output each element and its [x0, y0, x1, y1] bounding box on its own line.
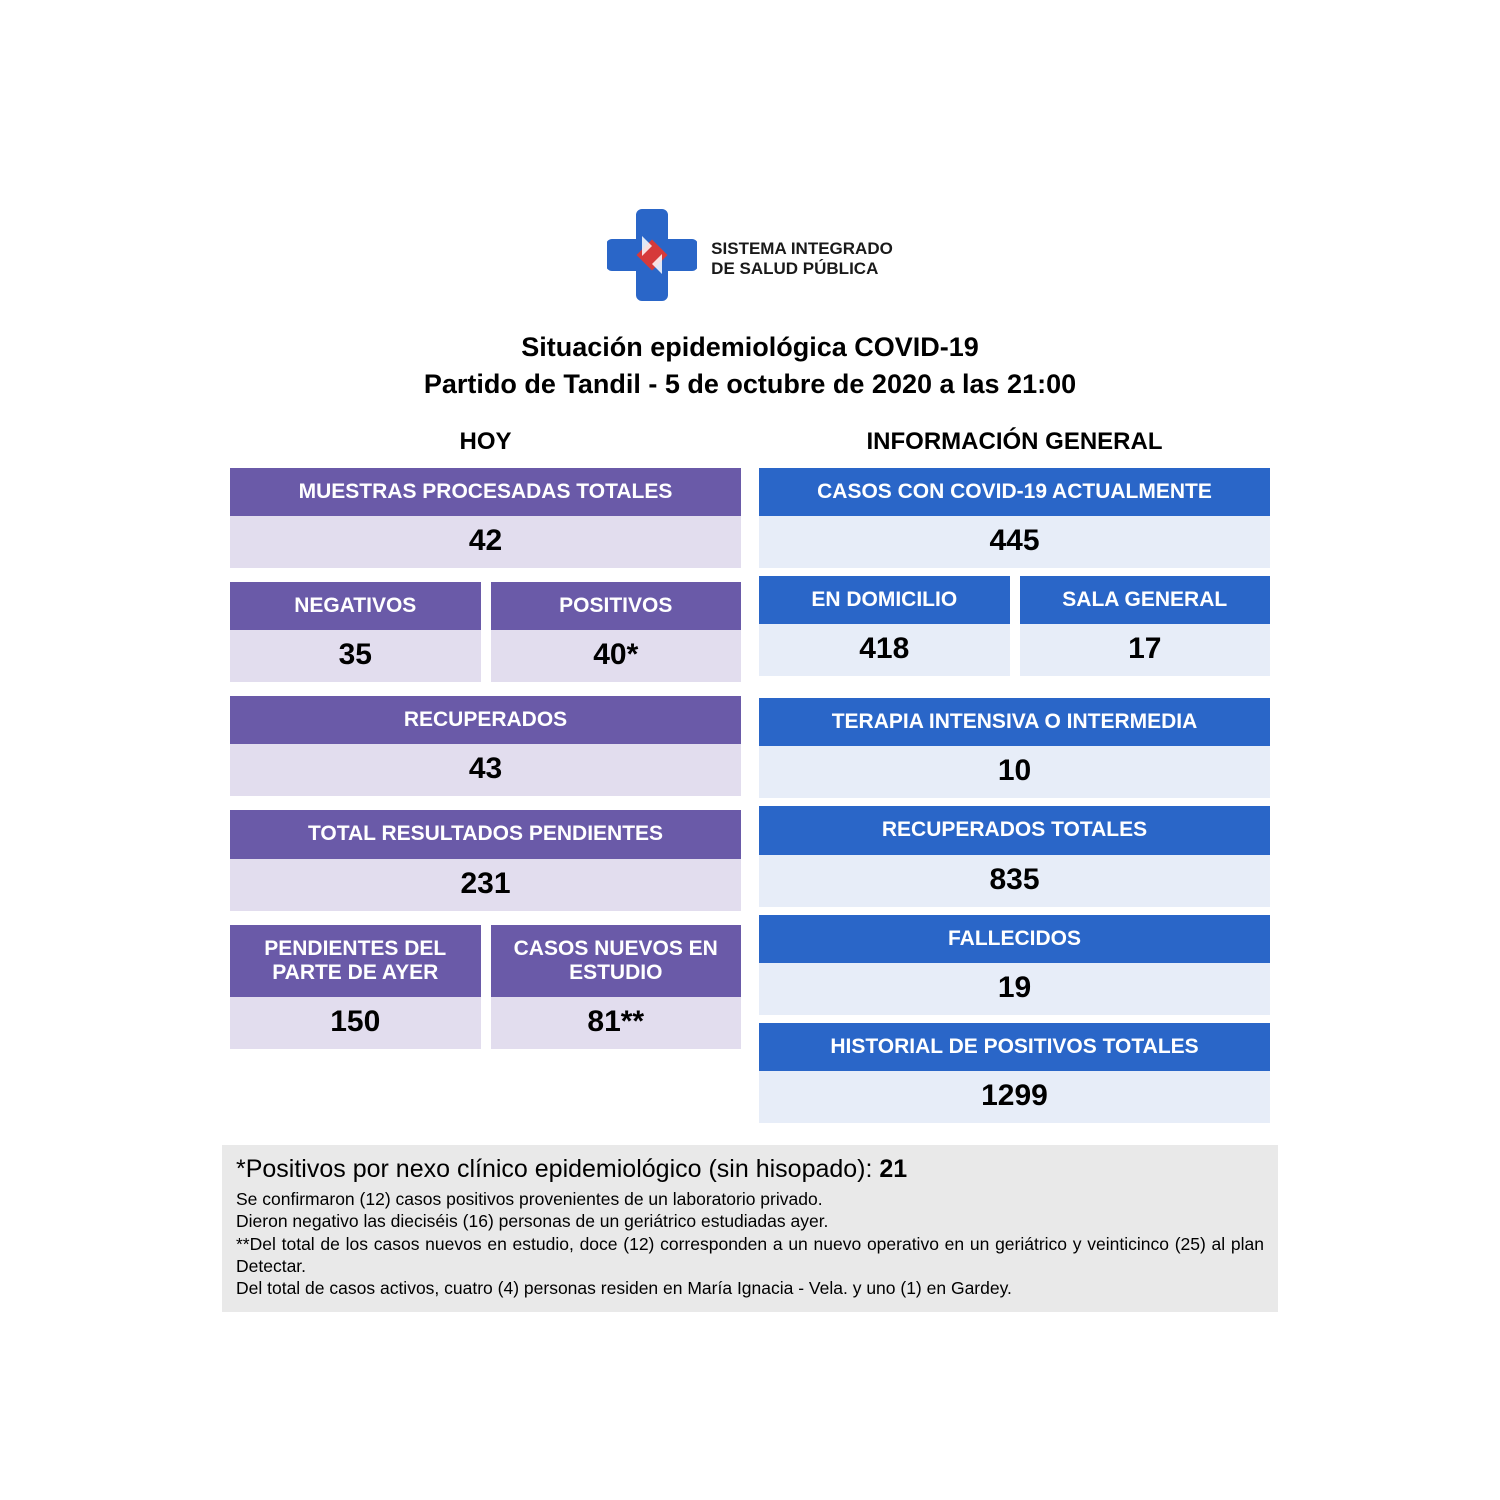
value-terapia: 10 [759, 746, 1270, 798]
card-actuales: CASOS CON COVID-19 ACTUALMENTE 445 [759, 468, 1270, 568]
value-pend-ayer: 150 [230, 997, 481, 1049]
label-recuperados: RECUPERADOS [230, 696, 741, 744]
value-pendientes: 231 [230, 859, 741, 911]
footnote-line2: Dieron negativo las dieciséis (16) perso… [236, 1210, 1264, 1232]
card-terapia: TERAPIA INTENSIVA O INTERMEDIA 10 [759, 698, 1270, 798]
label-sala: SALA GENERAL [1020, 576, 1271, 624]
label-negativos: NEGATIVOS [230, 582, 481, 630]
card-recuperados-tot: RECUPERADOS TOTALES 835 [759, 806, 1270, 906]
card-sala: SALA GENERAL 17 [1020, 576, 1271, 676]
value-actuales: 445 [759, 516, 1270, 568]
card-negativos: NEGATIVOS 35 [230, 582, 481, 682]
value-recuperados: 43 [230, 744, 741, 796]
columns: HOY MUESTRAS PROCESADAS TOTALES 42 NEGAT… [210, 422, 1290, 1131]
row-dom-sala: EN DOMICILIO 418 SALA GENERAL 17 [759, 576, 1270, 684]
label-actuales: CASOS CON COVID-19 ACTUALMENTE [759, 468, 1270, 516]
value-historial: 1299 [759, 1071, 1270, 1123]
label-domicilio: EN DOMICILIO [759, 576, 1010, 624]
label-muestras: MUESTRAS PROCESADAS TOTALES [230, 468, 741, 516]
value-recuperados-tot: 835 [759, 855, 1270, 907]
col-general-header: INFORMACIÓN GENERAL [759, 422, 1270, 468]
footnotes: *Positivos por nexo clínico epidemiológi… [222, 1145, 1278, 1312]
footnote-main-prefix: *Positivos por nexo clínico epidemiológi… [236, 1155, 879, 1183]
value-domicilio: 418 [759, 624, 1010, 676]
card-pend-ayer: PENDIENTES DEL PARTE DE AYER 150 [230, 925, 481, 1049]
label-historial: HISTORIAL DE POSITIVOS TOTALES [759, 1023, 1270, 1071]
value-negativos: 35 [230, 630, 481, 682]
value-nuevos: 81** [491, 997, 742, 1049]
title-line1: Situación epidemiológica COVID-19 [210, 329, 1290, 365]
header: SISTEMA INTEGRADO DE SALUD PÚBLICA [210, 188, 1290, 321]
card-historial: HISTORIAL DE POSITIVOS TOTALES 1299 [759, 1023, 1270, 1123]
label-nuevos: CASOS NUEVOS EN ESTUDIO [491, 925, 742, 997]
footnote-line1: Se confirmaron (12) casos positivos prov… [236, 1188, 1264, 1210]
footnote-main: *Positivos por nexo clínico epidemiológi… [236, 1155, 1264, 1184]
value-sala: 17 [1020, 624, 1271, 676]
value-positivos: 40* [491, 630, 742, 682]
card-nuevos: CASOS NUEVOS EN ESTUDIO 81** [491, 925, 742, 1049]
footnote-line3: **Del total de los casos nuevos en estud… [236, 1233, 1264, 1278]
card-domicilio: EN DOMICILIO 418 [759, 576, 1010, 676]
value-fallecidos: 19 [759, 963, 1270, 1015]
label-recuperados-tot: RECUPERADOS TOTALES [759, 806, 1270, 854]
card-recuperados: RECUPERADOS 43 [230, 696, 741, 796]
col-general: INFORMACIÓN GENERAL CASOS CON COVID-19 A… [759, 422, 1270, 1131]
footnote-line4: Del total de casos activos, cuatro (4) p… [236, 1277, 1264, 1299]
row-neg-pos: NEGATIVOS 35 POSITIVOS 40* [230, 582, 741, 682]
logo-icon [607, 206, 697, 311]
col-hoy-header: HOY [230, 422, 741, 468]
label-fallecidos: FALLECIDOS [759, 915, 1270, 963]
card-positivos: POSITIVOS 40* [491, 582, 742, 682]
report-page: SISTEMA INTEGRADO DE SALUD PÚBLICA Situa… [210, 188, 1290, 1312]
title-block: Situación epidemiológica COVID-19 Partid… [210, 321, 1290, 422]
row-pend-nuevos: PENDIENTES DEL PARTE DE AYER 150 CASOS N… [230, 925, 741, 1049]
card-fallecidos: FALLECIDOS 19 [759, 915, 1270, 1015]
label-pendientes: TOTAL RESULTADOS PENDIENTES [230, 810, 741, 858]
label-positivos: POSITIVOS [491, 582, 742, 630]
card-muestras: MUESTRAS PROCESADAS TOTALES 42 [230, 468, 741, 568]
value-muestras: 42 [230, 516, 741, 568]
logo-text-line1: SISTEMA INTEGRADO [711, 239, 893, 259]
label-terapia: TERAPIA INTENSIVA O INTERMEDIA [759, 698, 1270, 746]
logo-text-line2: DE SALUD PÚBLICA [711, 259, 893, 279]
title-line2: Partido de Tandil - 5 de octubre de 2020… [210, 366, 1290, 402]
col-hoy: HOY MUESTRAS PROCESADAS TOTALES 42 NEGAT… [230, 422, 741, 1131]
label-pend-ayer: PENDIENTES DEL PARTE DE AYER [230, 925, 481, 997]
logo-text: SISTEMA INTEGRADO DE SALUD PÚBLICA [711, 239, 893, 278]
card-pendientes: TOTAL RESULTADOS PENDIENTES 231 [230, 810, 741, 910]
footnote-main-value: 21 [879, 1155, 907, 1183]
